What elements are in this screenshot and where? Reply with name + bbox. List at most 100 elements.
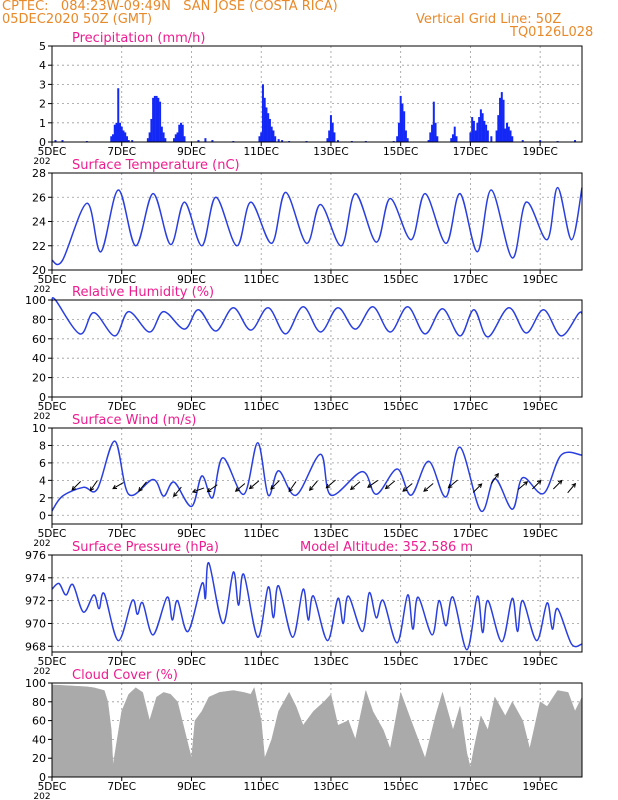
- wind-arrow-head: [191, 488, 197, 494]
- x-tick-label: 9DEC: [177, 528, 206, 540]
- x-tick-label: 5DEC: [38, 274, 67, 286]
- precip-bar: [469, 132, 472, 142]
- wind-arrow-shaft: [173, 486, 182, 497]
- precip-bar: [268, 118, 271, 142]
- y-tick-label: 0: [39, 391, 46, 404]
- wind-arrow-shaft: [402, 483, 413, 492]
- header-model-id: TQ0126L028: [510, 25, 594, 40]
- precip-bar: [131, 140, 134, 142]
- precip-bar: [122, 130, 125, 142]
- precip-bar: [174, 134, 177, 142]
- wind-arrow: [567, 482, 577, 494]
- series-line: [51, 186, 583, 266]
- x-tick-label: 17DEC: [453, 781, 488, 793]
- precip-bar: [399, 95, 402, 142]
- x-tick-label: 19DEC: [522, 146, 557, 158]
- y-tick-label: 0: [39, 771, 46, 784]
- precip-bar: [432, 101, 435, 142]
- wind-arrow-shaft: [448, 479, 458, 489]
- wind-arrow-head: [89, 486, 95, 492]
- precip-bar: [429, 132, 432, 142]
- y-tick-label: 80: [32, 696, 46, 709]
- wind-arrow-shaft: [207, 484, 218, 493]
- precip-bar: [274, 136, 277, 142]
- x-tick-label: 17DEC: [453, 401, 488, 413]
- precip-bar: [148, 132, 151, 142]
- wind-arrow: [234, 483, 246, 492]
- precip-bar: [263, 97, 266, 142]
- x-tick-label: 13DEC: [313, 528, 348, 540]
- wind-arrow-head: [367, 483, 372, 488]
- y-tick-label: 6: [39, 457, 46, 470]
- y-tick-label: 24: [32, 216, 46, 229]
- precip-bar: [160, 126, 163, 142]
- wind-arrow-head: [325, 483, 331, 489]
- x-tick-label: 13DEC: [313, 401, 348, 413]
- x-tick-label: 11DEC: [243, 401, 278, 413]
- wind-arrow-head: [71, 485, 77, 491]
- x-tick-label: 7DEC: [107, 146, 136, 158]
- wind-arrow: [248, 480, 260, 490]
- x-tick-label: 5DEC: [38, 401, 67, 413]
- panel-title: Cloud Cover (%): [72, 668, 178, 683]
- wind-arrow-shaft: [350, 481, 361, 490]
- wind-arrow-head: [234, 487, 240, 492]
- precip-bar: [436, 136, 439, 142]
- wind-arrow-shaft: [112, 482, 124, 490]
- precip-bar: [403, 111, 406, 142]
- precip-bar: [183, 136, 186, 142]
- wind-arrow-head: [112, 484, 118, 490]
- wind-arrow-shaft: [192, 487, 205, 493]
- panel-frame: [51, 45, 583, 143]
- wind-arrow: [490, 472, 499, 484]
- precip-bar: [497, 115, 500, 142]
- wind-arrow-shaft: [552, 480, 563, 490]
- x-tick-label: 15DEC: [383, 781, 418, 793]
- precip-bar: [479, 109, 482, 142]
- precip-bar: [427, 140, 430, 142]
- wind-arrow-shaft: [567, 483, 576, 494]
- panel-title: Precipitation (mm/h): [72, 31, 205, 46]
- precip-bar: [178, 124, 181, 142]
- precip-bar: [507, 126, 510, 142]
- wind-arrow: [423, 483, 434, 492]
- y-tick-label: 974: [25, 572, 46, 585]
- precip-bar: [397, 122, 400, 142]
- precip-bar: [125, 136, 128, 142]
- wind-arrow: [384, 480, 396, 490]
- header-date-line: 05DEC2020 50Z (GMT): [2, 12, 153, 27]
- wind-arrow-head: [138, 487, 143, 492]
- panel-frame: [51, 682, 583, 778]
- x-tick-label: 5DEC: [38, 146, 67, 158]
- wind-arrow-head: [308, 486, 314, 491]
- x-tick-label: 9DEC: [177, 146, 206, 158]
- wind-arrow: [532, 479, 542, 490]
- precip-bar: [431, 124, 434, 142]
- x-tick-label: 7DEC: [107, 656, 136, 668]
- precip-bar: [455, 136, 458, 142]
- wind-arrow: [447, 479, 458, 489]
- wind-arrow-shaft: [517, 481, 528, 490]
- wind-arrow: [71, 481, 82, 491]
- x-tick-label: 11DEC: [243, 528, 278, 540]
- x-tick-label: 17DEC: [453, 274, 488, 286]
- wind-arrow: [402, 483, 413, 492]
- x-tick-label: 17DEC: [453, 528, 488, 540]
- precip-bar: [511, 136, 514, 142]
- x-tick-label: 19DEC: [522, 401, 557, 413]
- x-tick-label: 11DEC: [243, 656, 278, 668]
- y-tick-label: 100: [25, 294, 46, 307]
- panel-title: Relative Humidity (%): [72, 285, 214, 300]
- x-tick-label: 9DEC: [177, 781, 206, 793]
- panel-title: Surface Pressure (hPa): [72, 540, 219, 555]
- precip-bar: [277, 139, 280, 142]
- precip-bar: [331, 122, 334, 142]
- y-tick-label: 976: [25, 549, 46, 562]
- x-tick-label: 11DEC: [243, 146, 278, 158]
- x-year-fragment: 202: [33, 157, 50, 167]
- y-tick-label: 60: [32, 715, 46, 728]
- y-tick-label: 970: [25, 617, 46, 630]
- y-tick-label: 8: [39, 439, 46, 452]
- y-tick-label: 0: [39, 136, 46, 149]
